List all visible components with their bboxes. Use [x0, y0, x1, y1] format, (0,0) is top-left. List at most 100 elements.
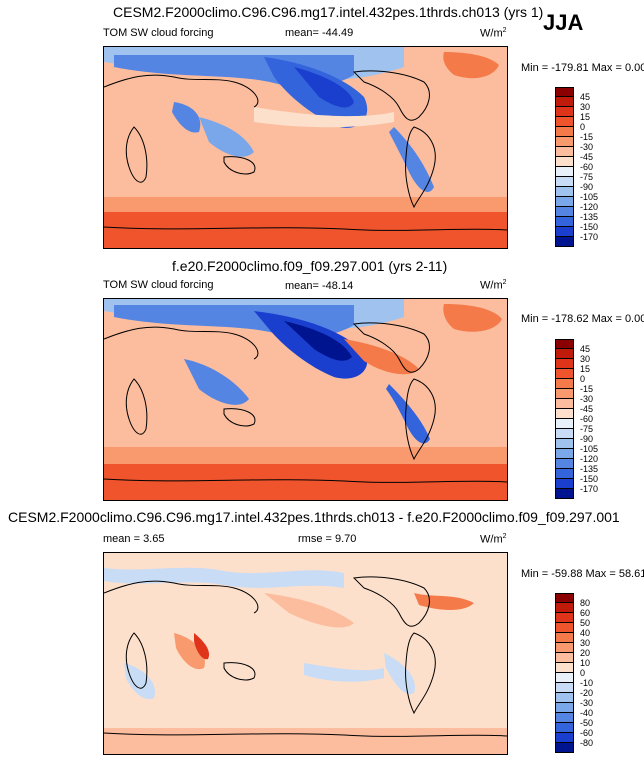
- colorbar-1-label: -15: [580, 132, 594, 142]
- panel-2-map-svg: [104, 299, 507, 500]
- colorbar-3-swatch: [555, 593, 574, 603]
- colorbar-1-label: -150: [580, 222, 599, 232]
- colorbar-3-label: -20: [580, 688, 594, 698]
- panel-3-min-max: Min = -59.88 Max = 58.61: [521, 568, 644, 580]
- panel-1-mean: mean= -44.49: [285, 27, 353, 39]
- colorbar-1-swatch: [555, 167, 574, 177]
- colorbar-3-label: -80: [580, 738, 594, 748]
- panel-2-min-max: Min = -178.62 Max = 0.00: [521, 313, 644, 325]
- colorbar-2-swatch: [555, 409, 574, 419]
- colorbar-2-label: -105: [580, 444, 599, 454]
- panel-3-mean-value: 3.65: [143, 533, 165, 545]
- colorbar-2-swatch: [555, 479, 574, 489]
- colorbar-1-label: 45: [580, 92, 591, 102]
- colorbar-2-label: 0: [580, 374, 586, 384]
- colorbar-2-swatch: [555, 399, 574, 409]
- colorbar-3-label: 80: [580, 598, 591, 608]
- colorbar-3-swatch: [555, 743, 574, 753]
- colorbar-1-swatch: [555, 107, 574, 117]
- colorbar-3-swatch: [555, 723, 574, 733]
- panel-1-mean-label: mean=: [285, 27, 319, 39]
- colorbar-3-swatch: [555, 693, 574, 703]
- panel-2-mean-label: mean=: [285, 280, 319, 292]
- colorbar-3-swatch: [555, 633, 574, 643]
- colorbar-1-label: -30: [580, 142, 594, 152]
- colorbar-2-swatch: [555, 349, 574, 359]
- colorbar-2-label: 45: [580, 344, 591, 354]
- colorbar-1-swatch: [555, 157, 574, 167]
- colorbar-1-label: -90: [580, 182, 594, 192]
- colorbar-1-swatch: [555, 187, 574, 197]
- colorbar-2-swatch: [555, 469, 574, 479]
- panel-2-title: f.e20.F2000climo.f09_f09.297.001 (yrs 2-…: [172, 258, 448, 274]
- colorbar-2-swatch: [555, 449, 574, 459]
- colorbar-1-swatch: [555, 87, 574, 97]
- colorbar-2-label: -90: [580, 434, 594, 444]
- colorbar-1-label: -60: [580, 162, 594, 172]
- colorbar-3-swatch: [555, 603, 574, 613]
- colorbar-2-swatch: [555, 379, 574, 389]
- colorbar-2-label: -170: [580, 484, 599, 494]
- colorbar-3-swatch: [555, 673, 574, 683]
- colorbar-2-label: -30: [580, 394, 594, 404]
- colorbar-3-label: 40: [580, 628, 591, 638]
- colorbar-1-label: -170: [580, 232, 599, 242]
- panel-2-units: W/m2: [480, 279, 507, 292]
- colorbar-2-label: 15: [580, 364, 591, 374]
- panel-3-mean-label: mean =: [103, 533, 140, 545]
- panel-3-rmse-label: rmse =: [298, 533, 332, 545]
- colorbar-1-swatch: [555, 147, 574, 157]
- colorbar-3-label: 0: [580, 668, 586, 678]
- colorbar-2-swatch: [555, 459, 574, 469]
- panel-2-map: [103, 298, 508, 501]
- colorbar-3-label: -50: [580, 718, 594, 728]
- colorbar-3-swatch: [555, 663, 574, 673]
- panel-3-units: W/m2: [480, 533, 507, 546]
- panel-2-colorbar: 45 30 15 0 -15 -30 -45 -60 -75 -90 -105 -120 -135 -15…: [555, 339, 625, 499]
- panel-1-map-svg: [104, 47, 507, 248]
- colorbar-3-label: -30: [580, 698, 594, 708]
- panel-3-rmse-value: 9.70: [335, 533, 357, 545]
- colorbar-3-swatch: [555, 613, 574, 623]
- colorbar-3-swatch: [555, 703, 574, 713]
- colorbar-3-swatch: [555, 713, 574, 723]
- colorbar-1-label: -45: [580, 152, 594, 162]
- colorbar-3-label: 50: [580, 618, 591, 628]
- colorbar-2-swatch: [555, 429, 574, 439]
- panel-3-colorbar: 80 60 50 40 30 20 10 0 -10 -20 -30 -40 -50 -60 -80: [555, 593, 625, 753]
- colorbar-3-label: -60: [580, 728, 594, 738]
- colorbar-3-label: 60: [580, 608, 591, 618]
- colorbar-2-swatch: [555, 369, 574, 379]
- colorbar-2-label: -150: [580, 474, 599, 484]
- colorbar-1-label: 0: [580, 122, 586, 132]
- panel-1-min-max: Min = -179.81 Max = 0.00: [521, 62, 644, 74]
- colorbar-2-label: -60: [580, 414, 594, 424]
- panel-2-mean: mean= -48.14: [285, 280, 353, 292]
- colorbar-2-swatch: [555, 389, 574, 399]
- colorbar-3-label: 30: [580, 638, 591, 648]
- colorbar-1-swatch: [555, 177, 574, 187]
- season-label: JJA: [543, 10, 584, 35]
- panel-3-map-svg: [104, 553, 507, 754]
- panel-3-rmse: rmse = 9.70: [298, 533, 356, 545]
- panel-1-field-label: TOM SW cloud forcing: [103, 27, 214, 39]
- colorbar-2-label: -120: [580, 454, 599, 464]
- colorbar-1-label: -105: [580, 192, 599, 202]
- panel-1-map: [103, 46, 508, 249]
- colorbar-3-swatch: [555, 733, 574, 743]
- colorbar-1-swatch: [555, 217, 574, 227]
- colorbar-2-label: -135: [580, 464, 599, 474]
- colorbar-3-label: -40: [580, 708, 594, 718]
- colorbar-3-swatch: [555, 683, 574, 693]
- colorbar-2-label: -45: [580, 404, 594, 414]
- colorbar-2-swatch: [555, 489, 574, 499]
- colorbar-1-label: 15: [580, 112, 591, 122]
- colorbar-2-label: -15: [580, 384, 594, 394]
- colorbar-3-swatch: [555, 643, 574, 653]
- colorbar-2-label: -75: [580, 424, 594, 434]
- panel-3-title: CESM2.F2000climo.C96.C96.mg17.intel.432p…: [8, 509, 620, 525]
- colorbar-3-swatch: [555, 623, 574, 633]
- colorbar-2-label: 30: [580, 354, 591, 364]
- colorbar-3-label: 20: [580, 648, 591, 658]
- colorbar-2-swatch: [555, 419, 574, 429]
